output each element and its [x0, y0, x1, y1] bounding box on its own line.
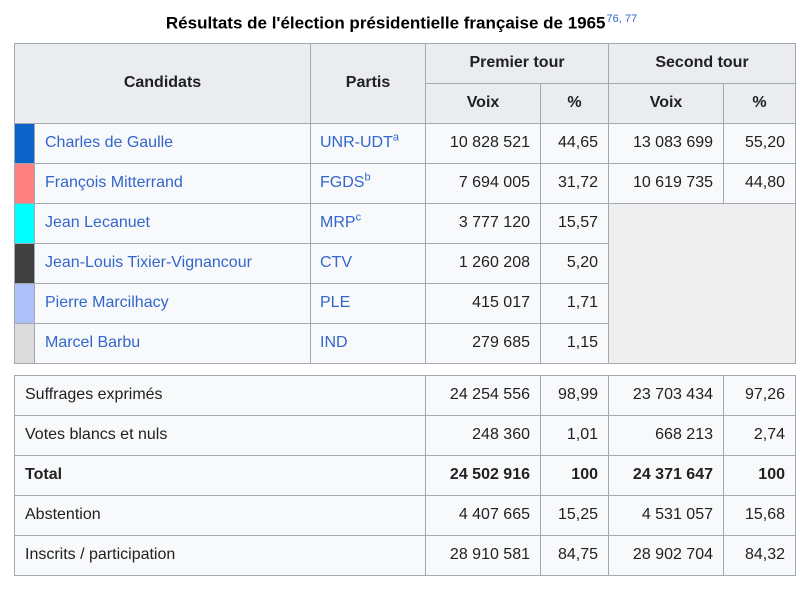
summary-row: Abstention 4 407 665 15,25 4 531 057 15,… — [14, 494, 796, 536]
party-link[interactable]: MRP — [320, 214, 356, 232]
votes-cell-round2: 668 213 — [608, 414, 724, 456]
summary-row: Suffrages exprimés 24 254 556 98,99 23 7… — [14, 374, 796, 416]
header-second-tour: Second tour — [608, 42, 797, 84]
votes-cell-round1: 7 694 005 — [425, 162, 541, 204]
party-note-ref[interactable]: b — [364, 171, 371, 184]
page-title-text: Résultats de l'élection présidentielle f… — [165, 13, 606, 33]
candidate-row: Marcel Barbu IND 279 685 1,15 — [14, 322, 796, 364]
party-color-swatch — [14, 242, 35, 284]
percent-cell-round1: 1,15 — [539, 322, 610, 364]
party-note-ref[interactable]: c — [355, 211, 362, 224]
percent-cell-round2: 44,80 — [723, 162, 797, 204]
candidate-row: François Mitterrand FGDSb 7 694 005 31,7… — [14, 162, 797, 204]
results-table-summary: Suffrages exprimés 24 254 556 98,99 23 7… — [14, 374, 796, 576]
header-row-groups: Candidats Partis Premier tour Second tou… — [14, 42, 797, 124]
percent-cell-round1: 1,71 — [539, 282, 610, 324]
party-link[interactable]: PLE — [320, 294, 351, 312]
candidate-name-link[interactable]: Charles de Gaulle — [45, 134, 174, 152]
header-pct-1: % — [539, 82, 610, 124]
candidate-row: Jean-Louis Tixier-Vignancour CTV 1 260 2… — [14, 242, 796, 284]
votes-cell-round1: 24 502 916 — [425, 454, 541, 496]
header-voix-2: Voix — [608, 82, 725, 124]
empty-second-round-cell — [608, 202, 797, 364]
party-color-swatch — [14, 202, 35, 244]
summary-label: Votes blancs et nuls — [14, 414, 426, 456]
summary-label: Total — [14, 454, 426, 496]
summary-row-total: Total 24 502 916 100 24 371 647 100 — [14, 454, 796, 496]
percent-cell-round2: 97,26 — [723, 374, 796, 416]
party-note-ref[interactable]: a — [392, 131, 399, 144]
summary-row: Inscrits / participation 28 910 581 84,7… — [14, 534, 796, 576]
candidate-name-link[interactable]: Pierre Marcilhacy — [45, 294, 169, 312]
party-color-swatch — [14, 322, 35, 364]
party-link[interactable]: IND — [320, 334, 348, 352]
results-tables: Candidats Partis Premier tour Second tou… — [14, 42, 797, 576]
votes-cell-round1: 28 910 581 — [425, 534, 541, 576]
results-table-candidates: Candidats Partis Premier tour Second tou… — [14, 42, 797, 364]
header-premier-tour: Premier tour — [424, 42, 610, 84]
header-pct-2: % — [723, 82, 797, 124]
candidate-name-link[interactable]: Jean-Louis Tixier-Vignancour — [45, 254, 252, 272]
votes-cell-round1: 248 360 — [425, 414, 541, 456]
party-color-swatch — [14, 162, 35, 204]
section-separator — [14, 363, 795, 375]
votes-cell-round1: 415 017 — [425, 282, 541, 324]
votes-cell-round2: 4 531 057 — [608, 494, 724, 536]
percent-cell-round1: 31,72 — [539, 162, 610, 204]
percent-cell-round1: 15,25 — [540, 494, 609, 536]
party-color-swatch — [14, 282, 35, 324]
percent-cell-round1: 15,57 — [539, 202, 610, 244]
percent-cell-round1: 84,75 — [540, 534, 609, 576]
page-title: Résultats de l'élection présidentielle f… — [0, 0, 803, 43]
summary-row: Votes blancs et nuls 248 360 1,01 668 21… — [14, 414, 796, 456]
party-link[interactable]: FGDS — [320, 174, 365, 192]
header-row-columns: Voix % Voix % — [15, 82, 797, 124]
candidate-name-link[interactable]: François Mitterrand — [45, 174, 183, 192]
candidate-name-link[interactable]: Jean Lecanuet — [45, 214, 150, 232]
votes-cell-round2: 23 703 434 — [608, 374, 724, 416]
summary-label: Suffrages exprimés — [14, 374, 426, 416]
votes-cell-round1: 10 828 521 — [425, 122, 541, 164]
votes-cell-round1: 4 407 665 — [425, 494, 541, 536]
percent-cell-round1: 44,65 — [539, 122, 610, 164]
party-link[interactable]: UNR-UDT — [320, 134, 393, 152]
candidate-name-link[interactable]: Marcel Barbu — [45, 334, 141, 352]
header-candidats: Candidats — [14, 42, 311, 124]
votes-cell-round1: 24 254 556 — [425, 374, 541, 416]
votes-cell-round2: 24 371 647 — [608, 454, 724, 496]
votes-cell-round2: 10 619 735 — [608, 162, 725, 204]
header-partis: Partis — [310, 42, 426, 124]
votes-cell-round2: 13 083 699 — [608, 122, 725, 164]
percent-cell-round2: 2,74 — [723, 414, 796, 456]
votes-cell-round1: 1 260 208 — [425, 242, 541, 284]
percent-cell-round2: 15,68 — [723, 494, 796, 536]
party-link[interactable]: CTV — [320, 254, 352, 272]
votes-cell-round1: 279 685 — [425, 322, 541, 364]
percent-cell-round2: 100 — [723, 454, 796, 496]
title-reference-link[interactable]: 76, 77 — [606, 13, 638, 25]
candidate-row: Jean Lecanuet MRPc 3 777 120 15,57 — [14, 202, 797, 364]
percent-cell-round1: 1,01 — [540, 414, 609, 456]
percent-cell-round2: 84,32 — [723, 534, 796, 576]
votes-cell-round1: 3 777 120 — [425, 202, 541, 244]
percent-cell-round1: 98,99 — [540, 374, 609, 416]
summary-label: Abstention — [14, 494, 426, 536]
party-color-swatch — [14, 122, 35, 164]
percent-cell-round1: 100 — [540, 454, 609, 496]
percent-cell-round1: 5,20 — [539, 242, 610, 284]
percent-cell-round2: 55,20 — [723, 122, 797, 164]
votes-cell-round2: 28 902 704 — [608, 534, 724, 576]
candidate-row: Charles de Gaulle UNR-UDTa 10 828 521 44… — [14, 122, 797, 164]
header-voix-1: Voix — [425, 82, 541, 124]
summary-label: Inscrits / participation — [14, 534, 426, 576]
